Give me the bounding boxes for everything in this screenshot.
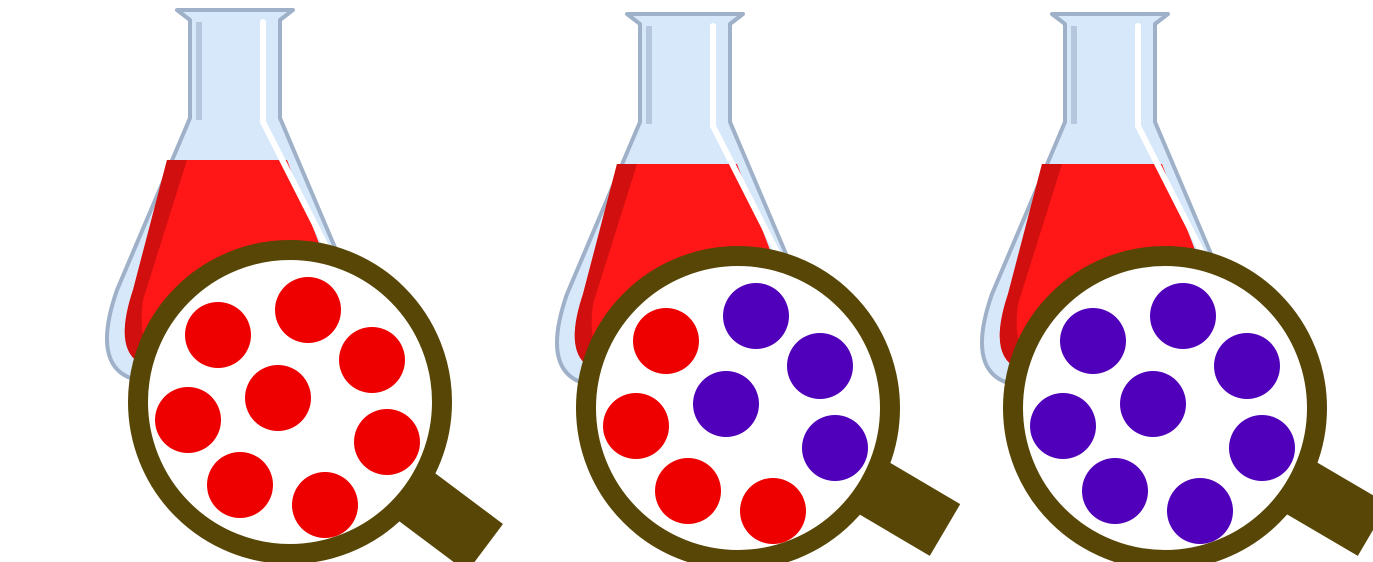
panel-2 [554,12,961,562]
particle-purple [787,333,853,399]
particle-red [245,365,311,431]
panel-3 [979,12,1373,562]
particle-red [207,452,273,518]
particle-red [633,308,699,374]
particle-red [339,327,405,393]
particle-purple [1150,283,1216,349]
particle-red [655,458,721,524]
particle-purple [1167,478,1233,544]
flask-liquid-shadow [574,164,637,372]
particle-purple [723,283,789,349]
particle-red [275,277,341,343]
particle-purple [1030,393,1096,459]
flask-liquid-shadow [999,164,1062,372]
particle-purple [1082,458,1148,524]
particle-purple [802,415,868,481]
flask-liquid-shadow [124,160,187,368]
panel-1 [104,8,503,562]
particle-red [603,393,669,459]
particle-purple [1214,333,1280,399]
particle-red [185,302,251,368]
flask-highlight [1135,23,1211,267]
flask-highlight [260,19,336,263]
particle-purple [1120,371,1186,437]
flask-highlight [710,23,786,267]
particle-purple [1060,308,1126,374]
particle-red [354,409,420,475]
particle-red [740,478,806,544]
particle-purple [1229,415,1295,481]
particle-red [155,387,221,453]
particle-red [292,472,358,538]
particle-purple [693,371,759,437]
